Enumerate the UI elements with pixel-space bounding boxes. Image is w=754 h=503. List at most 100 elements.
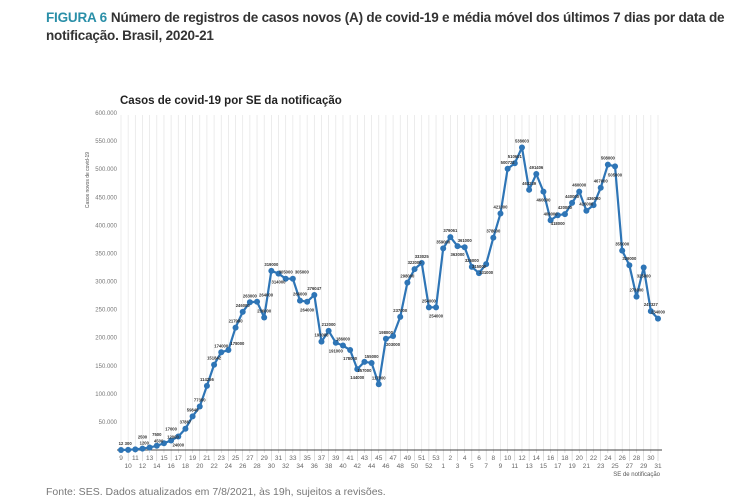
y-tick-label: 50.000 [99,420,118,426]
x-tick-label: 24 [225,463,233,470]
x-tick-label: 22 [210,463,218,470]
x-tick-label: 23 [218,455,226,462]
data-label: 1200 [140,440,150,445]
x-tick-label: 9 [119,455,123,462]
x-tick-label: 11 [132,455,139,462]
x-tick-label: 10 [125,463,133,470]
data-label: 186000 [336,337,351,342]
y-axis-label: Casos novos de covid-19 [85,152,91,208]
data-label: 4500 [154,438,164,443]
data-label: 17000 [165,426,177,431]
x-tick-label: 6 [477,455,481,462]
data-point [511,160,518,167]
data-point [404,279,411,286]
x-tick-label: 34 [296,463,304,470]
data-label: 359000 [436,239,451,244]
data-label: 24000 [172,443,184,448]
data-label: 77350 [194,398,206,403]
data-label: 114256 [200,377,214,382]
data-label: 254000 [422,298,437,303]
x-tick-label: 39 [332,455,340,462]
y-tick-label: 350.000 [95,251,117,257]
data-label: 409000 [544,211,559,216]
x-tick-label: 17 [554,463,562,470]
data-point [325,327,332,334]
data-label: 460000 [536,198,551,203]
data-label: 322000 [408,260,423,265]
x-tick-label: 4 [463,455,467,462]
data-point [468,263,475,270]
x-tick-label: 47 [389,455,397,462]
x-tick-label: 30 [647,455,655,462]
x-tick-label: 14 [533,455,541,462]
data-label: 467000 [594,179,609,184]
data-point [640,264,647,271]
data-point [139,445,146,452]
data-point [196,403,203,410]
x-tick-label: 29 [640,463,648,470]
data-point [268,267,275,274]
x-tick-label: 5 [470,463,474,470]
data-label: 505000 [608,172,623,177]
data-point [318,338,325,345]
data-label: 198000 [379,330,394,335]
x-tick-label: 18 [561,455,569,462]
data-point [125,446,132,453]
x-tick-label: 33 [289,455,297,462]
data-point [461,244,468,251]
data-label: 59845 [187,407,199,412]
y-tick-label: 600.000 [95,111,117,117]
x-tick-label: 27 [626,463,634,470]
data-label: 157000 [357,368,372,373]
data-point [483,261,490,268]
data-point [597,184,604,191]
data-point [182,425,189,432]
x-tick-label: 9 [499,463,503,470]
data-point [168,437,175,444]
y-tick-label: 550.000 [95,139,117,145]
data-label: 155000 [365,354,380,359]
data-label: 325000 [637,273,652,278]
data-point [626,262,633,269]
data-point [239,308,246,315]
data-point [153,442,160,449]
x-tick-label: 40 [339,463,347,470]
data-label: 426000 [579,202,594,207]
data-label: 217980 [229,319,244,324]
data-point [554,212,561,219]
x-tick-label: 14 [153,463,161,470]
data-label: 246000 [236,303,251,308]
x-tick-label: 38 [325,463,333,470]
chart-title: Casos de covid-19 por SE da notificação [120,95,342,107]
data-point [476,270,482,277]
x-tick-label: 3 [456,463,460,470]
data-point [339,342,346,349]
data-point [411,266,418,273]
data-point [146,444,153,451]
data-point [282,275,289,282]
x-tick-label: 20 [576,455,584,462]
x-tick-label: 12 [139,463,147,470]
y-tick-label: 400.000 [95,223,117,229]
x-tick-label: 49 [404,455,412,462]
data-point [576,188,583,195]
data-point [418,259,425,266]
data-point [647,308,654,315]
x-tick-label: 16 [168,463,176,470]
data-point [526,186,533,193]
data-label: 538603 [515,138,530,143]
x-tick-label: 52 [425,463,433,470]
data-point [533,170,540,177]
figure-title: Número de registros de casos novos (A) d… [46,10,725,43]
data-label: 363000 [451,252,466,257]
data-point [619,247,626,254]
data-label: 331000 [479,270,494,275]
x-tick-label: 32 [282,463,290,470]
data-point [297,297,303,304]
data-point [518,144,525,151]
data-label: 315000 [472,264,487,269]
x-tick-label: 50 [411,463,419,470]
data-label: 237000 [393,308,408,313]
data-point [311,291,318,298]
data-point [304,298,311,305]
